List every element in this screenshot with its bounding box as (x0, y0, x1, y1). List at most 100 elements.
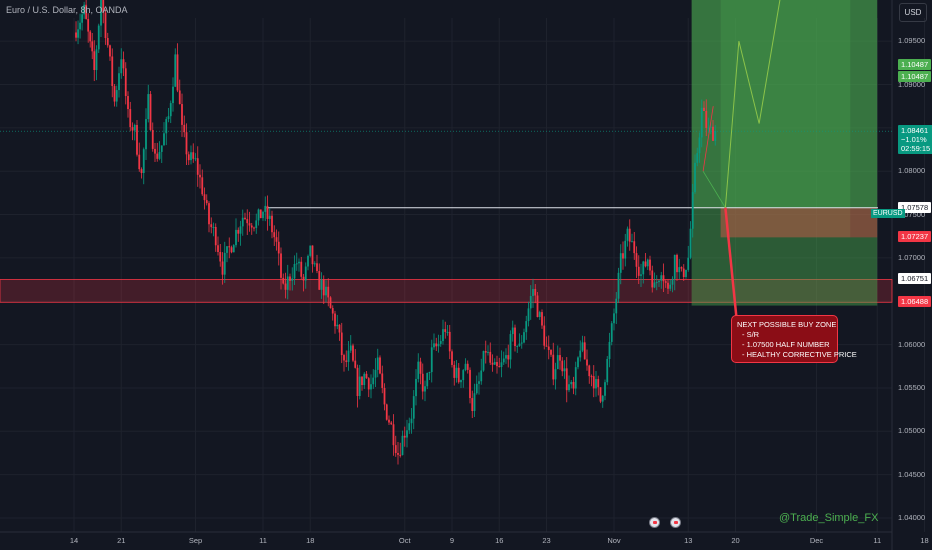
candle-body (595, 379, 597, 389)
candle-body (95, 49, 98, 71)
candle-body (453, 364, 456, 378)
candle-body (552, 354, 555, 380)
candle-body (97, 25, 100, 50)
candle-body (361, 376, 363, 386)
candle-body (444, 329, 447, 332)
economic-event-icon[interactable] (649, 517, 660, 528)
candle-body (399, 454, 402, 456)
candle-body (572, 381, 575, 389)
candle-body (689, 228, 692, 258)
candle-body (354, 360, 357, 368)
candle-body (480, 370, 483, 382)
candle-body (518, 343, 521, 346)
currency-button[interactable]: USD (899, 3, 927, 22)
profit-zone-extension (691, 207, 878, 306)
candle-body (156, 153, 159, 159)
candle-body (714, 131, 717, 141)
candle-body (147, 94, 150, 120)
supply-demand-zone (0, 279, 893, 303)
candles (75, 0, 717, 465)
candle-body (169, 103, 172, 117)
candle-body (268, 215, 271, 219)
candle-body (651, 270, 654, 288)
time-tick-label: Dec (809, 536, 824, 545)
candle-body (397, 452, 399, 455)
candle-body (289, 276, 291, 281)
candle-body (626, 228, 629, 241)
candle-body (343, 355, 345, 361)
candle-body (338, 324, 341, 333)
candle-body (131, 127, 134, 131)
candle-body (248, 223, 251, 226)
candle-body (424, 386, 426, 392)
candle-body (286, 276, 289, 290)
candle-body (556, 355, 559, 370)
candle-body (178, 90, 181, 105)
candle-body (673, 254, 676, 279)
time-tick-label: 18 (306, 536, 315, 545)
candle-body (406, 430, 408, 438)
candle-body (547, 346, 550, 350)
candle-body (232, 245, 235, 253)
candle-body (430, 347, 433, 373)
candle-body (87, 18, 90, 32)
economic-event-icon[interactable] (670, 517, 681, 528)
candle-body (370, 384, 372, 390)
candle-body (336, 324, 339, 327)
current-price-badge: 1.08461 −1.01% 02:59:15 (898, 125, 932, 155)
candle-body (246, 219, 249, 224)
candle-body (187, 154, 190, 161)
candle-body (525, 321, 528, 333)
candle-body (113, 86, 116, 102)
candle-body (599, 387, 602, 402)
candle-body (473, 393, 476, 412)
candle-body (255, 220, 258, 229)
candle-body (122, 59, 125, 69)
candle-body (221, 261, 224, 275)
candle-body (640, 274, 642, 276)
candle-body (541, 312, 543, 326)
path-line (702, 106, 714, 172)
candle-body (183, 124, 186, 133)
candle-body (631, 241, 633, 243)
candle-body (462, 370, 465, 381)
candle-body (455, 367, 458, 378)
candle-body (277, 241, 280, 254)
candle-body (100, 0, 102, 26)
time-tick-label: 20 (731, 536, 740, 545)
candle-body (457, 367, 460, 383)
price-tick-label: 1.08000 (898, 166, 926, 176)
candle-body (93, 51, 96, 71)
candle-body (293, 263, 296, 279)
candle-body (142, 149, 145, 174)
candle-body (536, 295, 539, 318)
candle-body (559, 355, 561, 361)
time-tick-label: 11 (259, 536, 267, 545)
candle-body (352, 345, 354, 361)
candle-body (464, 363, 467, 371)
candle-body (550, 349, 552, 355)
candle-body (615, 298, 618, 314)
buy-zone-note[interactable]: NEXT POSSIBLE BUY ZONE - S/R - 1.07500 H… (731, 315, 857, 363)
candle-body (653, 282, 656, 288)
candle-body (158, 151, 161, 159)
price-tick-label: 1.04500 (898, 469, 926, 479)
candle-body (129, 109, 132, 128)
candle-body (412, 396, 415, 419)
candle-body (264, 205, 267, 212)
candle-body (502, 358, 505, 363)
time-tick-label: 21 (117, 536, 126, 545)
candle-body (475, 383, 478, 394)
price-tick-label: 1.07000 (898, 252, 926, 262)
candle-body (460, 380, 462, 383)
candle-body (226, 246, 228, 253)
candle-body (75, 32, 77, 38)
candle-body (214, 226, 217, 246)
candle-body (208, 203, 210, 225)
candle-body (642, 261, 645, 275)
candle-body (554, 369, 557, 380)
candle-body (316, 263, 318, 272)
candle-body (646, 259, 649, 267)
candle-body (228, 246, 231, 248)
